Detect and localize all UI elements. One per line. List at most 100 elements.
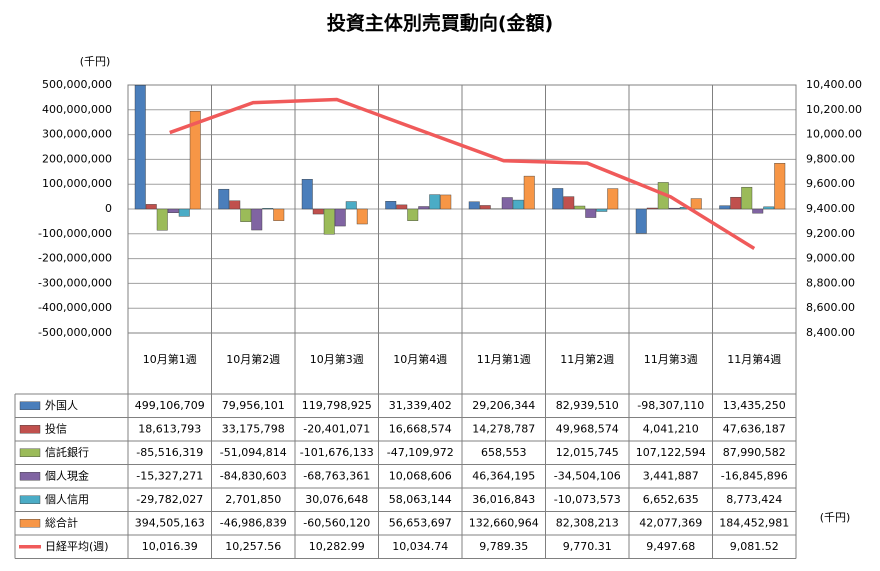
- table-value: 10,034.74: [392, 540, 448, 553]
- table-value: -29,782,027: [136, 493, 203, 506]
- bar: [468, 201, 480, 210]
- bar: [501, 197, 513, 210]
- bar: [763, 206, 775, 210]
- table-value: 58,063,144: [389, 493, 452, 506]
- table-value: 184,452,981: [719, 516, 789, 529]
- table-value: 36,016,843: [472, 493, 535, 506]
- y2-tick-label: 9,200.00: [806, 227, 855, 240]
- table-value: 9,497.68: [646, 540, 695, 553]
- table-value: -60,560,120: [303, 516, 370, 529]
- bar: [418, 206, 430, 210]
- table-value: 4,041,210: [643, 422, 699, 435]
- bar: [563, 196, 575, 210]
- table-value: -16,845,896: [721, 469, 788, 482]
- y-unit: (千円): [80, 55, 111, 68]
- bar: [301, 179, 313, 210]
- table-value: 132,660,964: [469, 516, 539, 529]
- bar: [741, 186, 753, 210]
- table-value: 3,441,887: [643, 469, 699, 482]
- table-value: -101,676,133: [300, 446, 374, 459]
- bar: [646, 207, 658, 210]
- bar: [607, 188, 619, 210]
- legend-label: 信託銀行: [45, 445, 89, 459]
- bar: [229, 200, 241, 210]
- table-value: 119,798,925: [302, 399, 372, 412]
- table-value: 6,652,635: [643, 493, 699, 506]
- table-value: 56,653,697: [389, 516, 452, 529]
- table-value: 49,968,574: [556, 422, 619, 435]
- table-value: 16,668,574: [389, 422, 452, 435]
- table-value: -68,763,361: [303, 469, 370, 482]
- bar: [668, 207, 680, 210]
- table-value: -98,307,110: [637, 399, 704, 412]
- bar: [385, 201, 397, 210]
- y-tick-label: 100,000,000: [42, 177, 112, 190]
- legend-label: 日経平均(週): [45, 540, 109, 553]
- table-value: -47,109,972: [387, 446, 454, 459]
- bar: [585, 208, 597, 218]
- y-tick-label: -300,000,000: [38, 276, 112, 289]
- y2-tick-label: 9,400.00: [806, 202, 855, 215]
- table-value: 29,206,344: [472, 399, 535, 412]
- y-tick-label: 400,000,000: [42, 103, 112, 116]
- table-value: -84,830,603: [220, 469, 287, 482]
- table-value: -10,073,573: [554, 493, 621, 506]
- legend-label: 外国人: [45, 399, 78, 412]
- table-value: 47,636,187: [723, 422, 786, 435]
- table-value: -15,327,271: [136, 469, 203, 482]
- table-value: 107,122,594: [636, 446, 706, 459]
- legend-label: 個人信用: [45, 493, 89, 506]
- table-value: -20,401,071: [303, 422, 370, 435]
- bar: [429, 194, 441, 210]
- bar: [145, 204, 157, 210]
- bar: [596, 208, 608, 212]
- bar: [273, 208, 285, 221]
- legend-key: [19, 472, 41, 481]
- table-value: 499,106,709: [135, 399, 205, 412]
- bar: [240, 208, 252, 222]
- chart-title: 投資主体別売買動向(金額): [327, 12, 553, 35]
- table-value: 10,016.39: [142, 540, 198, 553]
- table-value: 658,553: [481, 446, 527, 459]
- table-value: 2,701,850: [225, 493, 281, 506]
- x-tick-label: 11月第3週: [644, 352, 698, 366]
- table-value: 9,789.35: [479, 540, 528, 553]
- legend-key: [19, 495, 41, 504]
- table-value: 8,773,424: [726, 493, 782, 506]
- bar: [134, 85, 146, 210]
- table-value: 10,068,606: [389, 469, 452, 482]
- table-value: 9,081.52: [730, 540, 779, 553]
- table-value: -85,516,319: [136, 446, 203, 459]
- bar: [512, 199, 524, 210]
- table-value: -34,504,106: [554, 469, 621, 482]
- bar: [440, 194, 452, 210]
- line-series: [169, 97, 756, 250]
- table-value: 31,339,402: [389, 399, 452, 412]
- y-tick-label: 200,000,000: [42, 152, 112, 165]
- table-value: 394,505,163: [135, 516, 205, 529]
- bar: [523, 175, 535, 210]
- bar: [178, 208, 190, 217]
- y-tick-label: 0: [105, 202, 112, 215]
- legend-label: 総合計: [45, 515, 78, 529]
- table-value: 9,770.31: [563, 540, 612, 553]
- x-tick-label: 11月第2週: [560, 352, 614, 366]
- y2-tick-label: 10,200.00: [806, 103, 862, 116]
- y-tick-label: 500,000,000: [42, 78, 112, 91]
- bar: [334, 208, 346, 227]
- y2-tick-label: 8,800.00: [806, 276, 855, 289]
- x-tick-label: 11月第4週: [727, 352, 781, 366]
- y-tick-label: 300,000,000: [42, 128, 112, 141]
- legend-key: [19, 425, 41, 434]
- y2-tick-label: 9,600.00: [806, 177, 855, 190]
- bar: [690, 198, 702, 210]
- bar: [323, 208, 335, 235]
- y2-tick-label: 8,600.00: [806, 301, 855, 314]
- bar: [312, 208, 324, 215]
- table-value: 13,435,250: [723, 399, 786, 412]
- legend-key: [19, 401, 41, 410]
- bar: [167, 208, 179, 214]
- y-tick-label: -200,000,000: [38, 252, 112, 265]
- table-value: 33,175,798: [222, 422, 285, 435]
